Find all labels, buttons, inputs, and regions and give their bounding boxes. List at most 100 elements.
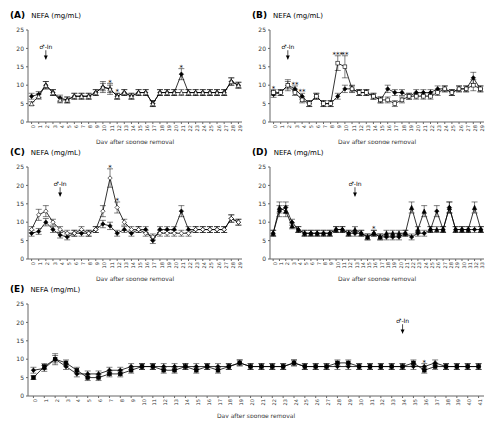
svg-text:0: 0 bbox=[272, 262, 278, 265]
svg-text:13: 13 bbox=[173, 399, 179, 405]
svg-text:21: 21 bbox=[180, 125, 186, 131]
svg-text:7: 7 bbox=[322, 125, 328, 128]
svg-text:20: 20 bbox=[16, 182, 24, 189]
svg-text:38: 38 bbox=[445, 399, 451, 405]
svg-text:*: * bbox=[115, 88, 119, 96]
svg-text:32: 32 bbox=[473, 262, 479, 268]
svg-text:20: 20 bbox=[16, 45, 24, 52]
svg-text:♂-In: ♂-In bbox=[54, 180, 67, 187]
svg-text:12: 12 bbox=[116, 125, 122, 131]
svg-text:2: 2 bbox=[54, 399, 60, 402]
svg-text:24: 24 bbox=[201, 262, 207, 268]
svg-text:14: 14 bbox=[184, 399, 190, 405]
svg-text:1: 1 bbox=[279, 125, 285, 128]
svg-text:36: 36 bbox=[423, 399, 429, 405]
svg-text:♂-In: ♂-In bbox=[396, 317, 409, 324]
svg-text:0: 0 bbox=[262, 255, 266, 262]
svg-text:20: 20 bbox=[16, 319, 24, 326]
svg-text:11: 11 bbox=[341, 262, 347, 268]
svg-text:27: 27 bbox=[325, 399, 331, 405]
svg-text:8: 8 bbox=[119, 399, 125, 402]
svg-text:4: 4 bbox=[59, 262, 65, 265]
svg-text:12: 12 bbox=[347, 262, 353, 268]
svg-text:30: 30 bbox=[358, 399, 364, 405]
svg-text:6: 6 bbox=[73, 262, 79, 265]
svg-text:5: 5 bbox=[262, 100, 266, 107]
svg-text:25: 25 bbox=[258, 163, 266, 170]
svg-text:10: 10 bbox=[258, 81, 266, 88]
svg-text:23: 23 bbox=[194, 262, 200, 268]
svg-text:19: 19 bbox=[166, 125, 172, 131]
svg-text:24: 24 bbox=[423, 262, 429, 268]
svg-text:26: 26 bbox=[458, 125, 464, 131]
svg-text:20: 20 bbox=[415, 125, 421, 131]
svg-text:20: 20 bbox=[173, 262, 179, 268]
svg-text:8: 8 bbox=[87, 125, 93, 128]
svg-text:34: 34 bbox=[401, 399, 407, 405]
svg-text:12: 12 bbox=[162, 399, 168, 405]
svg-text:17: 17 bbox=[151, 125, 157, 131]
svg-text:25: 25 bbox=[208, 262, 214, 268]
svg-text:16: 16 bbox=[206, 399, 212, 405]
svg-text:5: 5 bbox=[86, 399, 92, 402]
svg-text:3: 3 bbox=[65, 399, 71, 402]
svg-text:28: 28 bbox=[448, 262, 454, 268]
svg-text:29: 29 bbox=[347, 399, 353, 405]
svg-text:19: 19 bbox=[408, 125, 414, 131]
svg-text:18: 18 bbox=[159, 125, 165, 131]
svg-text:27: 27 bbox=[465, 125, 471, 131]
svg-text:*: * bbox=[423, 359, 427, 367]
svg-text:11: 11 bbox=[109, 125, 115, 131]
svg-text:0: 0 bbox=[30, 125, 36, 128]
svg-text:**: ** bbox=[299, 88, 307, 96]
svg-text:16: 16 bbox=[144, 125, 150, 131]
svg-text:26: 26 bbox=[216, 125, 222, 131]
svg-text:35: 35 bbox=[412, 399, 418, 405]
svg-text:37: 37 bbox=[434, 399, 440, 405]
svg-text:27: 27 bbox=[442, 262, 448, 268]
svg-text:6: 6 bbox=[309, 262, 315, 265]
svg-text:1: 1 bbox=[43, 399, 49, 402]
svg-text:14: 14 bbox=[360, 262, 366, 268]
svg-text:Day after sponge removal: Day after sponge removal bbox=[338, 138, 416, 144]
svg-text:29: 29 bbox=[237, 125, 243, 131]
svg-text:27: 27 bbox=[223, 262, 229, 268]
svg-text:4: 4 bbox=[59, 125, 65, 128]
svg-text:15: 15 bbox=[379, 125, 385, 131]
svg-text:7: 7 bbox=[80, 262, 86, 265]
svg-text:2: 2 bbox=[44, 125, 50, 128]
svg-text:6: 6 bbox=[315, 125, 321, 128]
svg-text:2: 2 bbox=[286, 125, 292, 128]
svg-text:♂-In: ♂-In bbox=[39, 43, 52, 50]
svg-text:20: 20 bbox=[398, 262, 404, 268]
svg-text:Day after sponge removal: Day after sponge removal bbox=[338, 275, 416, 281]
svg-text:*: * bbox=[272, 85, 276, 93]
svg-text:13: 13 bbox=[123, 262, 129, 268]
svg-text:*: * bbox=[180, 64, 184, 72]
svg-text:15: 15 bbox=[258, 63, 266, 70]
svg-text:27: 27 bbox=[223, 125, 229, 131]
svg-text:10: 10 bbox=[16, 218, 24, 225]
svg-text:5: 5 bbox=[303, 262, 309, 265]
svg-text:24: 24 bbox=[201, 125, 207, 131]
svg-text:4: 4 bbox=[297, 262, 303, 265]
svg-text:22: 22 bbox=[187, 125, 193, 131]
svg-text:8: 8 bbox=[322, 262, 328, 265]
svg-text:22: 22 bbox=[429, 125, 435, 131]
svg-text:19: 19 bbox=[238, 399, 244, 405]
svg-text:16: 16 bbox=[144, 262, 150, 268]
svg-text:21: 21 bbox=[180, 262, 186, 268]
svg-text:28: 28 bbox=[336, 399, 342, 405]
svg-text:41: 41 bbox=[477, 399, 483, 405]
svg-text:*: * bbox=[108, 164, 112, 172]
svg-text:23: 23 bbox=[416, 262, 422, 268]
svg-text:3: 3 bbox=[291, 262, 297, 265]
svg-text:33: 33 bbox=[390, 399, 396, 405]
svg-text:10: 10 bbox=[141, 399, 147, 405]
svg-text:*: * bbox=[115, 197, 119, 205]
svg-text:12: 12 bbox=[358, 125, 364, 131]
svg-text:0: 0 bbox=[272, 125, 278, 128]
svg-text:28: 28 bbox=[230, 262, 236, 268]
svg-text:25: 25 bbox=[429, 262, 435, 268]
svg-text:**: ** bbox=[341, 51, 349, 59]
